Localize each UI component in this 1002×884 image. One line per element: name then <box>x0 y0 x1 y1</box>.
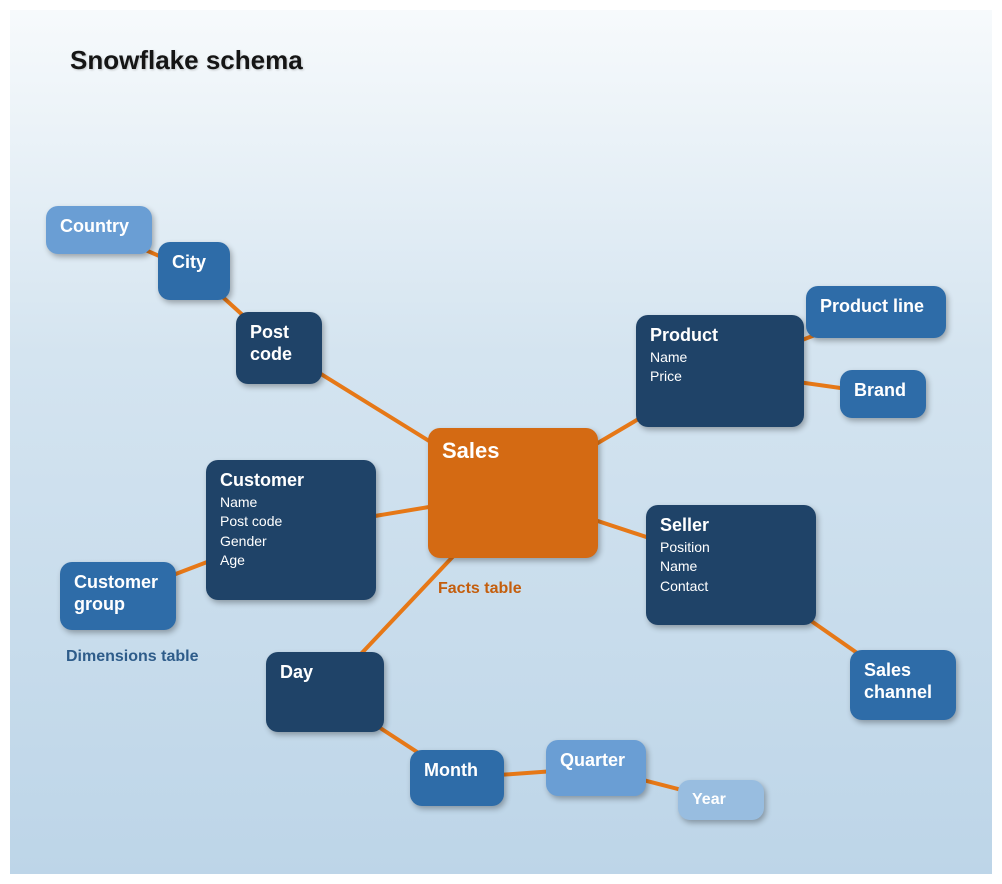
node-title-customer-group: Customer group <box>74 572 162 615</box>
diagram-canvas: Snowflake schema SalesProductNamePricePr… <box>10 10 992 874</box>
node-sales: Sales <box>428 428 598 558</box>
node-title-seller: Seller <box>660 515 802 537</box>
node-attr: Gender <box>220 533 362 551</box>
label: Dimensions table <box>66 648 198 666</box>
node-title-product: Product <box>650 325 790 347</box>
node-attr: Contact <box>660 578 802 596</box>
node-city: City <box>158 242 230 300</box>
node-sales-channel: Sales channel <box>850 650 956 720</box>
node-title-quarter: Quarter <box>560 750 632 772</box>
node-attr: Name <box>650 349 790 367</box>
node-attr: Age <box>220 552 362 570</box>
node-title-sales: Sales <box>442 438 584 464</box>
node-quarter: Quarter <box>546 740 646 796</box>
node-title-day: Day <box>280 662 370 684</box>
diagram-title: Snowflake schema <box>70 45 303 76</box>
node-customer: Customer NamePost code GenderAge <box>206 460 376 600</box>
node-attr: Post code <box>220 513 362 531</box>
node-year: Year <box>678 780 764 820</box>
node-title-country: Country <box>60 216 138 238</box>
node-title-product-line: Product line <box>820 296 932 318</box>
label: Facts table <box>438 580 522 598</box>
node-brand: Brand <box>840 370 926 418</box>
node-title-post-code: Post code <box>250 322 308 365</box>
node-post-code: Post code <box>236 312 322 384</box>
node-product: Product NamePrice <box>636 315 804 427</box>
node-country: Country <box>46 206 152 254</box>
node-title-customer: Customer <box>220 470 362 492</box>
node-seller: Seller PositionName Contact <box>646 505 816 625</box>
node-product-line: Product line <box>806 286 946 338</box>
node-attr: Position <box>660 539 802 557</box>
node-title-sales-channel: Sales channel <box>864 660 942 703</box>
node-title-city: City <box>172 252 216 274</box>
node-day: Day <box>266 652 384 732</box>
node-attr: Name <box>660 558 802 576</box>
node-attr: Price <box>650 368 790 386</box>
node-title-brand: Brand <box>854 380 912 402</box>
node-attr: Name <box>220 494 362 512</box>
node-title-month: Month <box>424 760 490 782</box>
node-title-year: Year <box>692 790 750 809</box>
node-month: Month <box>410 750 504 806</box>
node-customer-group: Customer group <box>60 562 176 630</box>
